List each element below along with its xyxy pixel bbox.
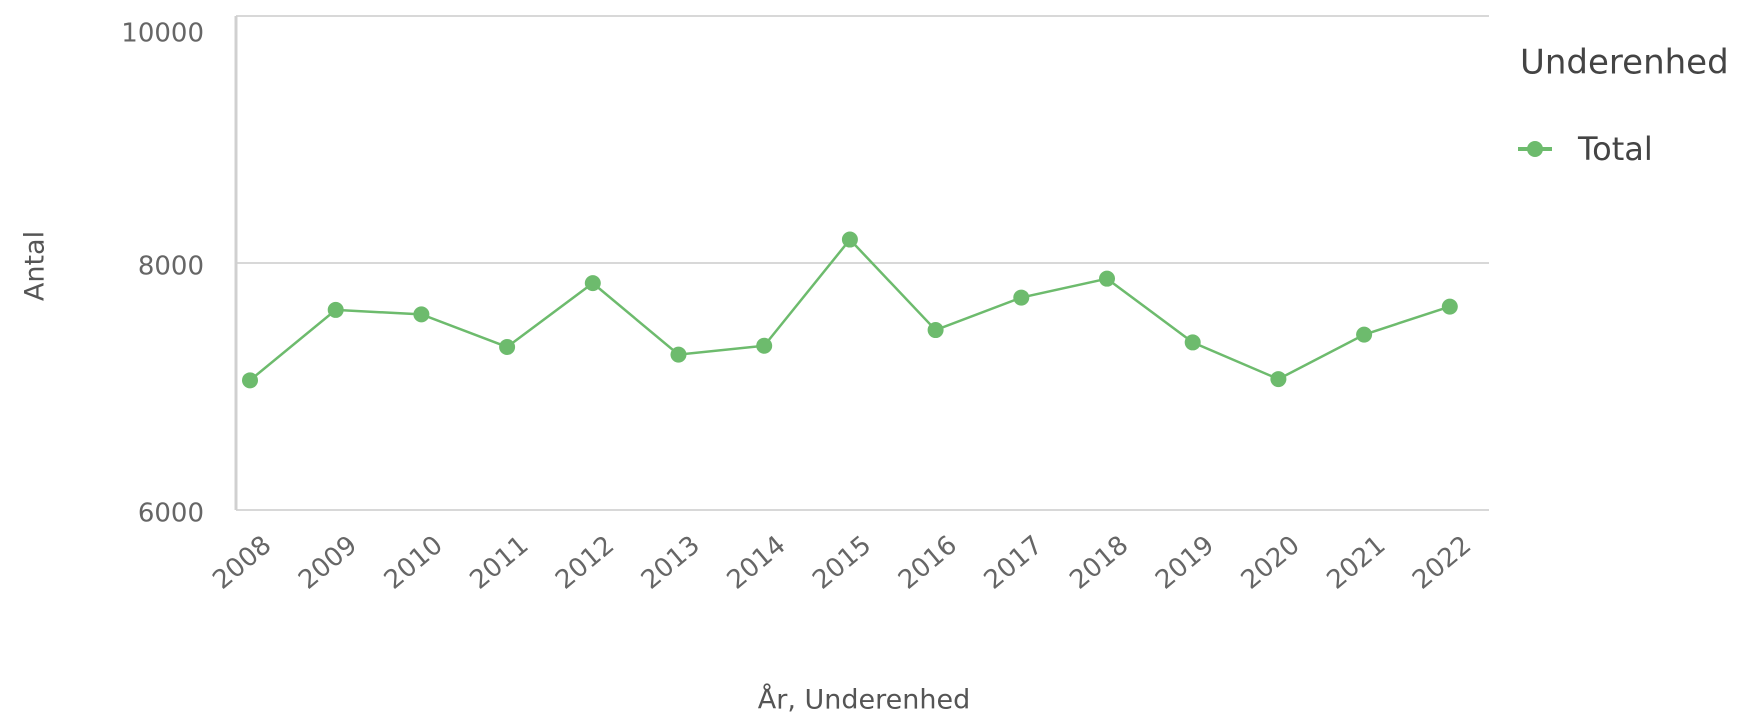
data-point	[1099, 270, 1115, 287]
data-point	[327, 301, 344, 318]
data-point	[584, 275, 601, 292]
x-tick-label: 2009	[293, 530, 363, 596]
x-tick-label: 2015	[807, 530, 877, 596]
data-point	[413, 306, 430, 323]
x-tick-label: 2019	[1150, 530, 1220, 596]
data-point	[1441, 298, 1458, 315]
data-point	[1270, 371, 1287, 388]
series-line	[249, 237, 1451, 382]
data-point	[242, 372, 258, 389]
x-tick-label: 2016	[893, 530, 963, 596]
legend-label: Total	[1577, 130, 1653, 168]
data-point	[1356, 326, 1373, 343]
y-tick-label: 10000	[121, 19, 204, 49]
x-tick-label: 2017	[979, 530, 1049, 596]
x-tick-label: 2021	[1321, 530, 1391, 596]
x-tick-label: 2008	[207, 530, 277, 596]
data-point	[841, 231, 858, 248]
y-axis-label: Antal	[20, 231, 51, 301]
data-point	[670, 346, 687, 363]
y-tick-label: 6000	[138, 499, 204, 529]
data-point	[1184, 334, 1201, 351]
x-tick-label: 2011	[464, 530, 534, 596]
x-tick-label: 2022	[1407, 530, 1477, 596]
legend-marker	[1527, 141, 1543, 157]
x-tick-label: 2013	[636, 530, 706, 596]
x-tick-label: 2018	[1064, 530, 1134, 596]
x-tick-label: 2014	[722, 530, 792, 596]
x-axis-label: År, Underenhed	[758, 684, 970, 716]
x-tick-label: 2020	[1236, 530, 1306, 596]
y-tick-label: 8000	[138, 252, 204, 282]
data-point	[1013, 289, 1030, 306]
data-point	[756, 337, 773, 354]
x-tick-label: 2010	[379, 530, 449, 596]
data-point	[927, 322, 944, 339]
legend-title: Underenhed	[1520, 43, 1729, 83]
x-tick-label: 2012	[550, 530, 620, 596]
data-point	[499, 338, 516, 355]
